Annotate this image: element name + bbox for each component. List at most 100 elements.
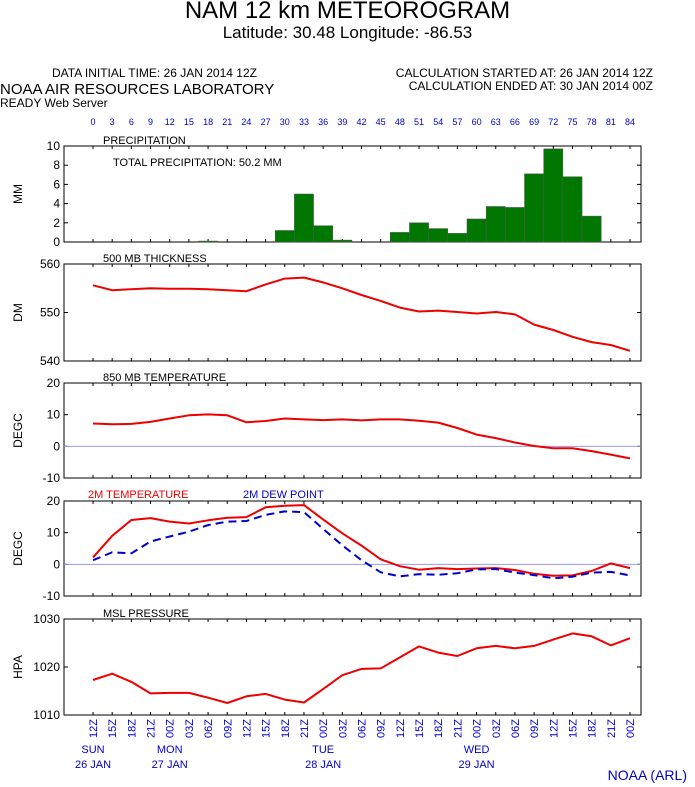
y-tick-label: 20 — [47, 494, 61, 508]
precipitation-bar — [428, 228, 449, 243]
date-label: 29 JAN — [459, 759, 495, 771]
day-label: MON — [157, 744, 183, 756]
time-label: 21Z — [452, 719, 464, 738]
series-line — [92, 504, 631, 577]
y-tick-label: 10 — [47, 408, 61, 422]
calculation-ended: CALCULATION ENDED AT: 30 JAN 2014 00Z — [408, 79, 653, 93]
forecast-hour-label: 51 — [414, 117, 424, 127]
precipitation-bar — [581, 215, 602, 243]
y-tick-label: 6 — [53, 177, 60, 191]
forecast-hour-label: 15 — [184, 117, 194, 127]
time-label: 18Z — [587, 719, 599, 738]
time-label: 12Z — [548, 719, 560, 738]
precipitation-bar — [294, 193, 314, 243]
y-tick-label: 10 — [47, 526, 61, 540]
time-label: 21Z — [606, 719, 618, 738]
y-tick-label: 550 — [40, 306, 60, 320]
precipitation-bar — [524, 173, 544, 243]
time-label: 15Z — [567, 719, 579, 738]
day-label: WED — [464, 744, 490, 756]
time-label: 12Z — [241, 719, 253, 738]
time-label: 18Z — [126, 719, 138, 738]
forecast-hour-label: 72 — [548, 117, 558, 127]
y-tick-label: 540 — [40, 354, 60, 368]
time-label: 09Z — [529, 719, 541, 738]
y-tick-label: 560 — [40, 257, 60, 271]
precipitation-bar — [543, 148, 564, 243]
forecast-hour-label: 60 — [472, 117, 482, 127]
panel-frame — [63, 618, 642, 716]
forecast-hour-label: 54 — [433, 117, 443, 127]
panel-title: 500 MB THICKNESS — [103, 253, 207, 265]
time-label: 03Z — [337, 719, 349, 738]
day-label: SUN — [81, 744, 104, 756]
panel-title: PRECIPITATION — [103, 135, 186, 147]
y-tick-label: 2 — [53, 216, 60, 230]
panel-frame — [63, 500, 642, 597]
y-axis-label: DEGC — [11, 413, 25, 448]
forecast-hour-label: 24 — [241, 117, 251, 127]
forecast-hour-label: 48 — [395, 117, 405, 127]
y-tick-label: 0 — [53, 439, 60, 453]
y-tick-label: 10 — [47, 139, 61, 153]
time-label: 00Z — [318, 719, 330, 738]
forecast-hour-label: 75 — [567, 117, 577, 127]
time-label: 06Z — [203, 719, 215, 738]
forecast-hour-label: 45 — [376, 117, 386, 127]
time-label: 18Z — [280, 719, 292, 738]
panel-title: 850 MB TEMPERATURE — [103, 372, 226, 384]
organization-name: NOAA AIR RESOURCES LABORATORY — [0, 81, 275, 98]
date-label: 28 JAN — [305, 759, 341, 771]
y-tick-label: 0 — [53, 557, 60, 571]
y-tick-label: -10 — [43, 589, 61, 603]
precipitation-total-label: TOTAL PRECIPITATION: 50.2 MM — [113, 157, 282, 169]
precipitation-bar — [505, 207, 525, 243]
date-label: 26 JAN — [75, 759, 111, 771]
panel-frame — [63, 145, 642, 243]
time-label: 06Z — [357, 719, 369, 738]
forecast-hour-label: 66 — [510, 117, 520, 127]
series-line — [92, 413, 631, 460]
time-label: 03Z — [491, 719, 503, 738]
calculation-started: CALCULATION STARTED AT: 26 JAN 2014 12Z — [395, 66, 653, 80]
y-tick-label: 1020 — [33, 660, 60, 674]
y-tick-label: 1030 — [33, 612, 60, 626]
time-label: 15Z — [261, 719, 273, 738]
precipitation-bar — [466, 218, 487, 243]
precipitation-bar — [198, 240, 218, 243]
y-axis-label: HPA — [11, 655, 25, 679]
initial-time: DATA INITIAL TIME: 26 JAN 2014 12Z — [52, 66, 257, 80]
forecast-hour-label: 69 — [529, 117, 539, 127]
chart-title: NAM 12 km METEOROGRAM — [184, 0, 511, 24]
footer-credit: NOAA (ARL) — [607, 767, 687, 783]
y-tick-label: 1010 — [33, 708, 60, 722]
y-tick-label: 4 — [53, 197, 60, 211]
time-label: 12Z — [88, 719, 100, 738]
y-tick-label: 8 — [53, 158, 60, 172]
forecast-hour-label: 42 — [356, 117, 366, 127]
dew-point-line — [92, 510, 631, 580]
time-label: 21Z — [146, 719, 158, 738]
forecast-hour-label: 18 — [203, 117, 213, 127]
location-subtitle: Latitude: 30.48 Longitude: -86.53 — [222, 23, 473, 42]
precipitation-bar — [447, 233, 468, 243]
time-label: 15Z — [107, 719, 119, 738]
precipitation-bar — [485, 206, 506, 243]
legend-entry: 2M TEMPERATURE — [88, 489, 188, 501]
y-axis-label: DEGC — [11, 531, 25, 566]
forecast-hour-label: 12 — [165, 117, 175, 127]
forecast-hour-label: 78 — [587, 117, 597, 127]
time-label: 18Z — [433, 719, 445, 738]
series-line — [92, 276, 631, 352]
time-label: 03Z — [184, 719, 196, 738]
time-label: 09Z — [376, 719, 388, 738]
y-axis-label: MM — [11, 184, 25, 204]
forecast-hour-label: 63 — [491, 117, 501, 127]
panel-frame — [63, 382, 642, 479]
forecast-hour-label: 9 — [148, 117, 153, 127]
forecast-hour-label: 39 — [337, 117, 347, 127]
precipitation-bar — [313, 225, 333, 243]
series-line — [92, 632, 631, 704]
y-tick-label: 20 — [47, 376, 61, 390]
